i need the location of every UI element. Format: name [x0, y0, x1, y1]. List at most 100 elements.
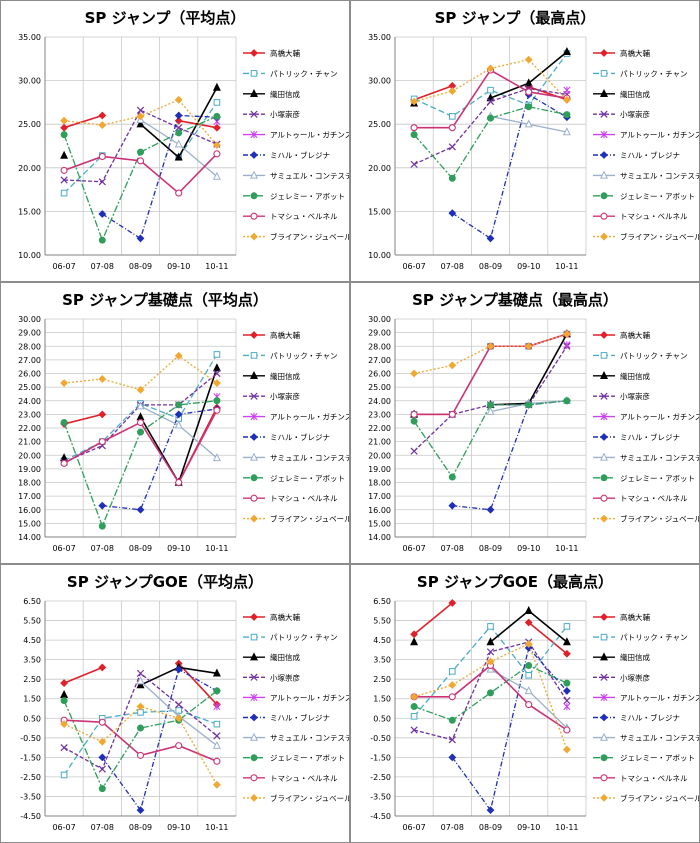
x-tick-label: 08-09	[129, 262, 152, 271]
legend-item: アルトゥール・ガチンスキー	[593, 412, 699, 422]
legend-label: トマシュ・ベルネル	[620, 774, 688, 783]
series-3	[410, 47, 571, 107]
series-2	[410, 623, 571, 720]
data-point	[98, 522, 106, 530]
series-10	[410, 640, 571, 754]
legend-label: 高橋大輔	[270, 612, 300, 622]
x-tick-label: 09-10	[167, 544, 190, 553]
x-tick-label: 07-08	[441, 823, 464, 832]
y-tick-label: 2.50	[23, 675, 41, 684]
series-line	[528, 621, 568, 655]
data-point	[98, 765, 106, 773]
legend-label: 高橋大輔	[620, 612, 650, 622]
legend-item: ブライアン・ジュベール	[593, 232, 699, 242]
y-tick-label: -4.50	[370, 812, 391, 821]
y-tick-label: -1.50	[370, 753, 391, 762]
series-8	[60, 397, 221, 530]
legend-item: ミハル・ブレジナ	[593, 432, 680, 442]
series-line	[452, 400, 567, 511]
data-point	[524, 686, 533, 695]
legend-swatch-marker	[600, 613, 608, 621]
data-point	[212, 363, 221, 372]
data-point	[60, 123, 69, 132]
legend-swatch-marker	[599, 170, 609, 179]
data-point	[448, 87, 457, 95]
series-line	[178, 663, 218, 706]
legend-label: サミュエル・コンテスティ	[270, 453, 349, 462]
data-point	[98, 737, 107, 746]
data-point	[213, 351, 221, 358]
legend-label: トマシュ・ベルネル	[620, 212, 688, 221]
x-tick-label: 10-11	[555, 544, 578, 553]
data-point	[136, 385, 145, 394]
legend-item: 高橋大輔	[243, 330, 300, 340]
y-tick-label: -2.50	[20, 773, 41, 782]
legend-label: 高橋大輔	[620, 330, 650, 340]
data-point	[213, 732, 221, 740]
x-tick-label: 09-10	[517, 823, 540, 832]
data-point	[563, 679, 571, 687]
data-point	[60, 771, 68, 779]
series-line	[101, 114, 217, 240]
data-point	[136, 119, 145, 128]
data-point	[487, 114, 494, 122]
data-point	[175, 742, 183, 750]
data-point	[98, 236, 106, 244]
legend-item: ミハル・ブレジナ	[593, 150, 680, 160]
legend-swatch-marker	[600, 514, 608, 523]
legend-swatch-marker	[250, 392, 258, 400]
legend-item: 織田信成	[243, 89, 300, 99]
data-point	[174, 111, 183, 120]
legend-swatch-marker	[250, 70, 258, 77]
legend-label: ジェレミー・アボット	[270, 754, 345, 763]
y-tick-label: 16.00	[368, 506, 391, 515]
legend-label: ミハル・ブレジナ	[270, 713, 330, 723]
legend-swatch-marker	[250, 212, 258, 220]
chart-panel-base-average: SP ジャンプ基礎点（平均点） 14.00 15.00 16.00 17.00 18.00…	[0, 282, 350, 564]
legend-item: アルトゥール・ガチンスキー	[243, 412, 349, 422]
data-point	[212, 668, 221, 677]
chart-panel-base-highest: SP ジャンプ基礎点（最高点） 14.00 15.00 16.00 17.00 18.00…	[350, 282, 700, 564]
y-tick-label: 2.50	[373, 675, 391, 684]
legend-label: 織田信成	[270, 652, 300, 662]
y-tick-label: -0.50	[20, 734, 41, 743]
y-tick-label: 21.00	[18, 438, 41, 447]
legend-label: 高橋大輔	[270, 48, 300, 58]
data-point	[486, 637, 495, 646]
data-point	[174, 139, 183, 148]
series-5	[563, 86, 571, 94]
data-point	[175, 700, 183, 709]
data-point	[136, 676, 145, 685]
legend-label: 織田信成	[620, 89, 650, 99]
legend-swatch-marker	[250, 130, 258, 139]
data-point	[98, 121, 107, 129]
chart-title: SP ジャンプ基礎点（平均点）	[62, 291, 268, 309]
data-point	[174, 420, 183, 429]
series-line	[489, 609, 568, 643]
data-point	[448, 681, 457, 689]
legend-item: 高橋大輔	[243, 612, 300, 622]
series-9	[60, 150, 221, 197]
data-point	[174, 410, 183, 419]
y-tick-label: 15.00	[18, 519, 41, 528]
chart-panel-jump-highest: SP ジャンプ（最高点） 10.00 15.00 20.00 25.00 30.00 35.…	[350, 0, 700, 282]
data-point	[410, 713, 418, 720]
data-point	[486, 648, 495, 656]
series-5	[213, 702, 221, 711]
series-8	[410, 397, 571, 481]
data-point	[98, 785, 106, 793]
data-point	[487, 401, 494, 409]
legend-label: トマシュ・ベルネル	[270, 494, 338, 503]
data-point	[487, 86, 494, 94]
y-tick-label: -0.50	[370, 734, 391, 743]
y-tick-label: 10.00	[368, 251, 391, 260]
data-point	[98, 753, 107, 762]
data-point	[60, 419, 68, 427]
legend-label: トマシュ・ベルネル	[270, 774, 338, 783]
data-point	[98, 178, 106, 186]
legend-label: ジェレミー・アボット	[270, 474, 345, 483]
data-point	[60, 131, 68, 139]
y-tick-label: 6.50	[373, 597, 391, 606]
y-tick-label: -1.50	[20, 753, 41, 762]
data-point	[136, 112, 145, 121]
